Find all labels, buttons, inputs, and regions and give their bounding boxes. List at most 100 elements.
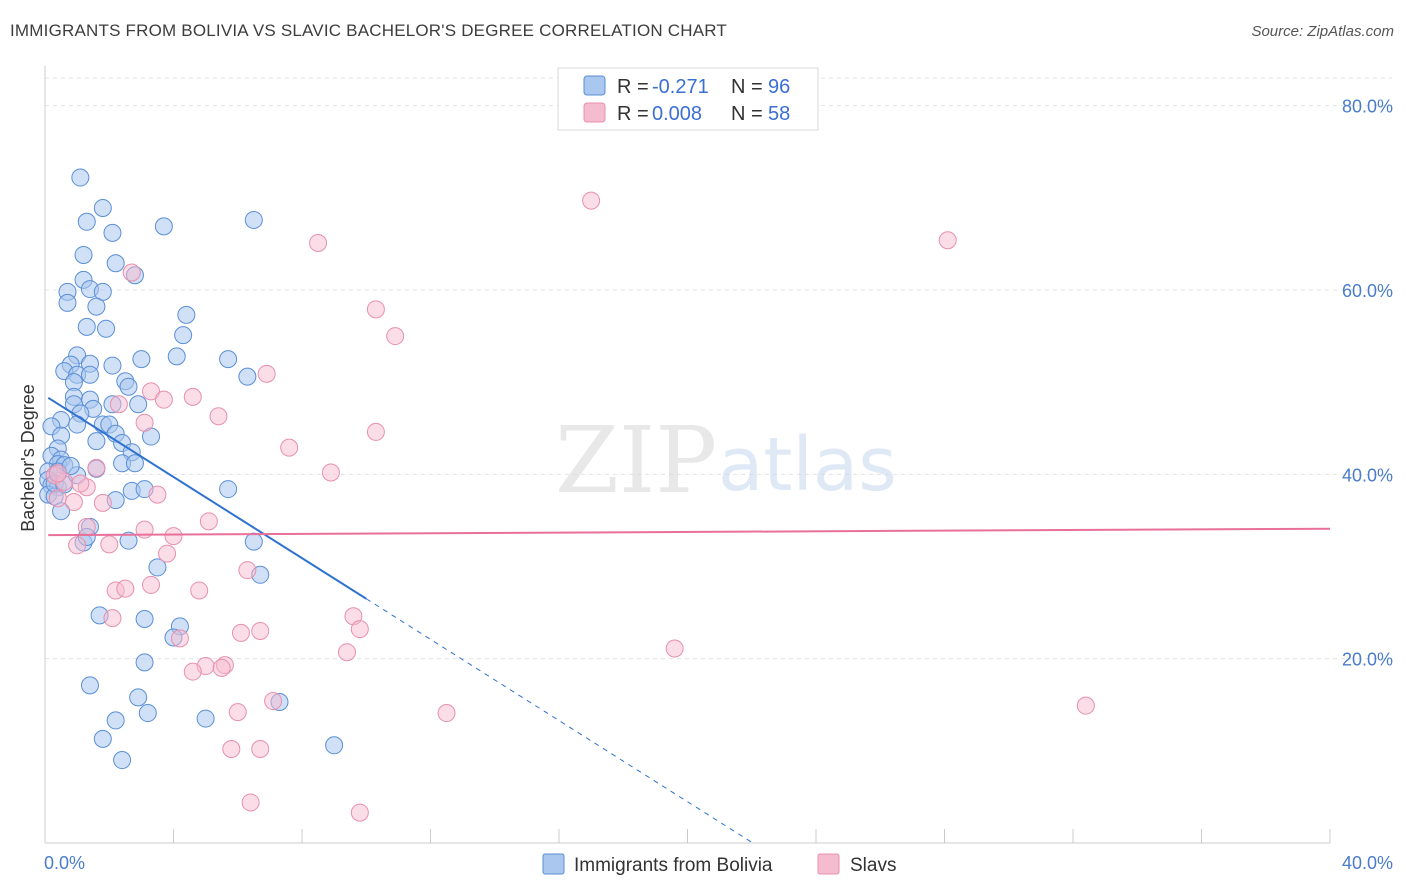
watermark-atlas: atlas <box>718 422 897 508</box>
point-bolivia <box>74 245 93 264</box>
legend-r-value-1: -0.271 <box>652 76 709 98</box>
point-bolivia <box>80 676 99 695</box>
point-slavs <box>228 703 247 722</box>
bottom-legend-label-slavs: Slavs <box>850 855 896 876</box>
point-slavs <box>142 575 161 594</box>
legend-n-value-1: 96 <box>768 76 790 98</box>
point-bolivia <box>58 293 77 312</box>
point-bolivia <box>132 350 151 369</box>
point-slavs <box>170 629 189 648</box>
point-slavs <box>257 364 276 383</box>
point-bolivia <box>106 254 125 273</box>
trend-line-bolivia <box>47 396 367 600</box>
point-slavs <box>280 438 299 457</box>
legend-box: R = -0.271 N = 96 R = 0.008 N = 58 <box>557 67 819 131</box>
bottom-legend-swatch-slavs <box>817 853 840 875</box>
point-slavs <box>68 536 87 555</box>
watermark-zip: ZIP <box>555 407 717 514</box>
point-bolivia <box>154 217 173 236</box>
legend-swatch-bolivia <box>583 75 606 96</box>
trend-line-bolivia-extension <box>365 598 753 843</box>
legend-r-label-2: R = <box>617 103 649 125</box>
point-slavs <box>154 390 173 409</box>
point-bolivia <box>129 688 148 707</box>
point-slavs <box>582 191 601 210</box>
point-bolivia <box>93 198 112 217</box>
point-slavs <box>251 739 270 758</box>
point-bolivia <box>167 347 186 366</box>
point-slavs <box>190 581 209 600</box>
point-bolivia <box>77 317 96 336</box>
point-bolivia <box>244 532 263 551</box>
point-slavs <box>366 422 385 441</box>
watermark: ZIP atlas <box>555 407 897 514</box>
point-bolivia <box>238 367 257 386</box>
point-bolivia <box>135 653 154 672</box>
bottom-legend-label-bolivia: Immigrants from Bolivia <box>574 855 773 876</box>
point-slavs <box>437 704 456 723</box>
point-bolivia <box>68 415 87 434</box>
point-slavs <box>64 492 83 511</box>
point-bolivia <box>113 751 132 770</box>
point-bolivia <box>80 365 99 384</box>
point-slavs <box>135 413 154 432</box>
point-slavs <box>164 527 183 546</box>
y-axis-label: Bachelor's Degree <box>18 384 38 532</box>
y-tick-label: 20.0% <box>1342 650 1393 670</box>
point-bolivia <box>219 480 238 499</box>
point-bolivia <box>87 432 106 451</box>
point-bolivia <box>71 168 90 187</box>
point-bolivia <box>97 319 116 338</box>
point-slavs <box>116 579 135 598</box>
point-slavs <box>142 382 161 401</box>
point-bolivia <box>138 704 157 723</box>
point-slavs <box>241 793 260 812</box>
point-slavs <box>309 233 328 252</box>
point-slavs <box>183 387 202 406</box>
point-slavs <box>386 327 405 346</box>
point-bolivia <box>148 558 167 577</box>
point-slavs <box>231 623 250 642</box>
series-slavs-points <box>45 191 1095 822</box>
point-slavs <box>122 263 141 282</box>
point-bolivia <box>135 610 154 629</box>
point-slavs <box>209 407 228 426</box>
legend-n-label-1: N = <box>731 76 763 98</box>
point-bolivia <box>106 711 125 730</box>
point-slavs <box>100 535 119 554</box>
point-slavs <box>321 463 340 482</box>
point-slavs <box>212 658 231 677</box>
y-tick-label: 80.0% <box>1342 97 1393 117</box>
legend-r-value-2: 0.008 <box>652 103 702 125</box>
point-bolivia <box>103 223 122 242</box>
point-slavs <box>48 464 67 483</box>
point-bolivia <box>129 395 148 414</box>
point-bolivia <box>177 305 196 324</box>
point-bolivia <box>103 356 122 375</box>
point-slavs <box>71 474 90 493</box>
point-slavs <box>109 395 128 414</box>
chart-source: Source: ZipAtlas.com <box>1251 23 1394 40</box>
point-bolivia <box>125 454 144 473</box>
tick-labels: 20.0% 40.0% 60.0% 80.0% 0.0% 40.0% <box>44 97 1393 873</box>
point-slavs <box>48 489 67 508</box>
legend-n-label-2: N = <box>731 103 763 125</box>
point-slavs <box>251 622 270 641</box>
trend-line-slavs <box>48 527 1331 537</box>
point-bolivia <box>119 531 138 550</box>
point-bolivia <box>196 709 215 728</box>
point-slavs <box>938 231 957 250</box>
point-slavs <box>350 620 369 639</box>
point-slavs <box>238 561 257 580</box>
point-bolivia <box>219 350 238 369</box>
point-bolivia <box>325 736 344 755</box>
point-bolivia <box>87 297 106 316</box>
x-tick-label-min: 0.0% <box>44 853 85 873</box>
chart-title: IMMIGRANTS FROM BOLIVIA VS SLAVIC BACHEL… <box>10 21 728 40</box>
point-slavs <box>93 493 112 512</box>
point-slavs <box>87 458 106 477</box>
point-slavs <box>366 300 385 319</box>
point-slavs <box>183 662 202 681</box>
point-slavs <box>337 643 356 662</box>
